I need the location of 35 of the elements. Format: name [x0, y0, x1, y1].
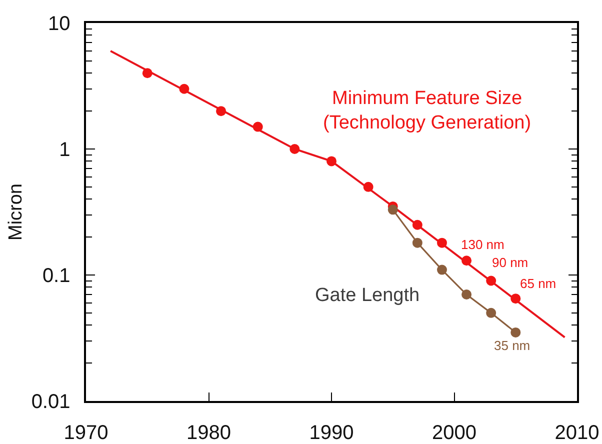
- point: [486, 276, 496, 286]
- point: [462, 256, 472, 266]
- point: [436, 238, 447, 248]
- annotation: 65 nm: [520, 276, 556, 291]
- annotation: 130 nm: [461, 237, 504, 252]
- point: [412, 238, 422, 248]
- point: [326, 156, 336, 166]
- annotation: 35 nm: [494, 338, 530, 353]
- point: [486, 308, 496, 318]
- point: [252, 122, 263, 132]
- y-tick-label: 10: [48, 13, 70, 35]
- series-label: Minimum Feature Size (Technology Generation): [323, 88, 532, 134]
- y-tick-label: 0.1: [42, 265, 70, 287]
- point: [179, 84, 190, 94]
- point: [510, 294, 521, 304]
- x-tick-label: 2010: [554, 422, 600, 444]
- x-tick-label: 1970: [64, 422, 108, 444]
- series-label: Gate Length: [315, 285, 420, 306]
- x-tick-label: 2000: [432, 422, 476, 444]
- point: [216, 106, 226, 116]
- y-tick-label: 0.01: [31, 391, 70, 413]
- point: [388, 204, 398, 215]
- point: [363, 182, 374, 192]
- y-axis-title: Micron: [6, 183, 27, 241]
- point: [462, 290, 472, 300]
- x-tick-label: 1990: [309, 422, 354, 444]
- point: [436, 264, 447, 275]
- point: [290, 144, 300, 154]
- line-series: [110, 50, 566, 338]
- point: [412, 220, 422, 230]
- point: [142, 68, 152, 78]
- point: [510, 327, 521, 338]
- annotation: 90 nm: [492, 255, 528, 270]
- y-tick-label: 1: [59, 139, 70, 161]
- x-tick-label: 1980: [186, 422, 231, 444]
